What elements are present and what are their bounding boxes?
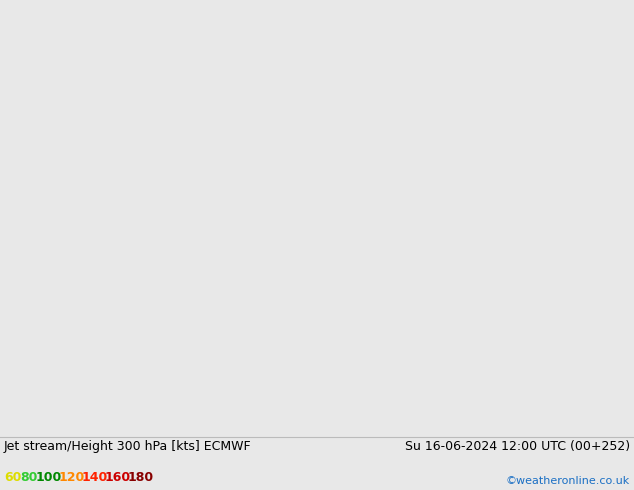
Text: ©weatheronline.co.uk: ©weatheronline.co.uk xyxy=(506,476,630,486)
Text: Jet stream/Height 300 hPa [kts] ECMWF: Jet stream/Height 300 hPa [kts] ECMWF xyxy=(4,440,252,453)
Text: 140: 140 xyxy=(82,471,108,484)
Text: 60: 60 xyxy=(4,471,22,484)
Text: 80: 80 xyxy=(20,471,37,484)
Text: 120: 120 xyxy=(59,471,85,484)
Text: Su 16-06-2024 12:00 UTC (00+252): Su 16-06-2024 12:00 UTC (00+252) xyxy=(405,440,630,453)
Text: 160: 160 xyxy=(105,471,131,484)
Text: 100: 100 xyxy=(36,471,62,484)
Text: 180: 180 xyxy=(128,471,154,484)
